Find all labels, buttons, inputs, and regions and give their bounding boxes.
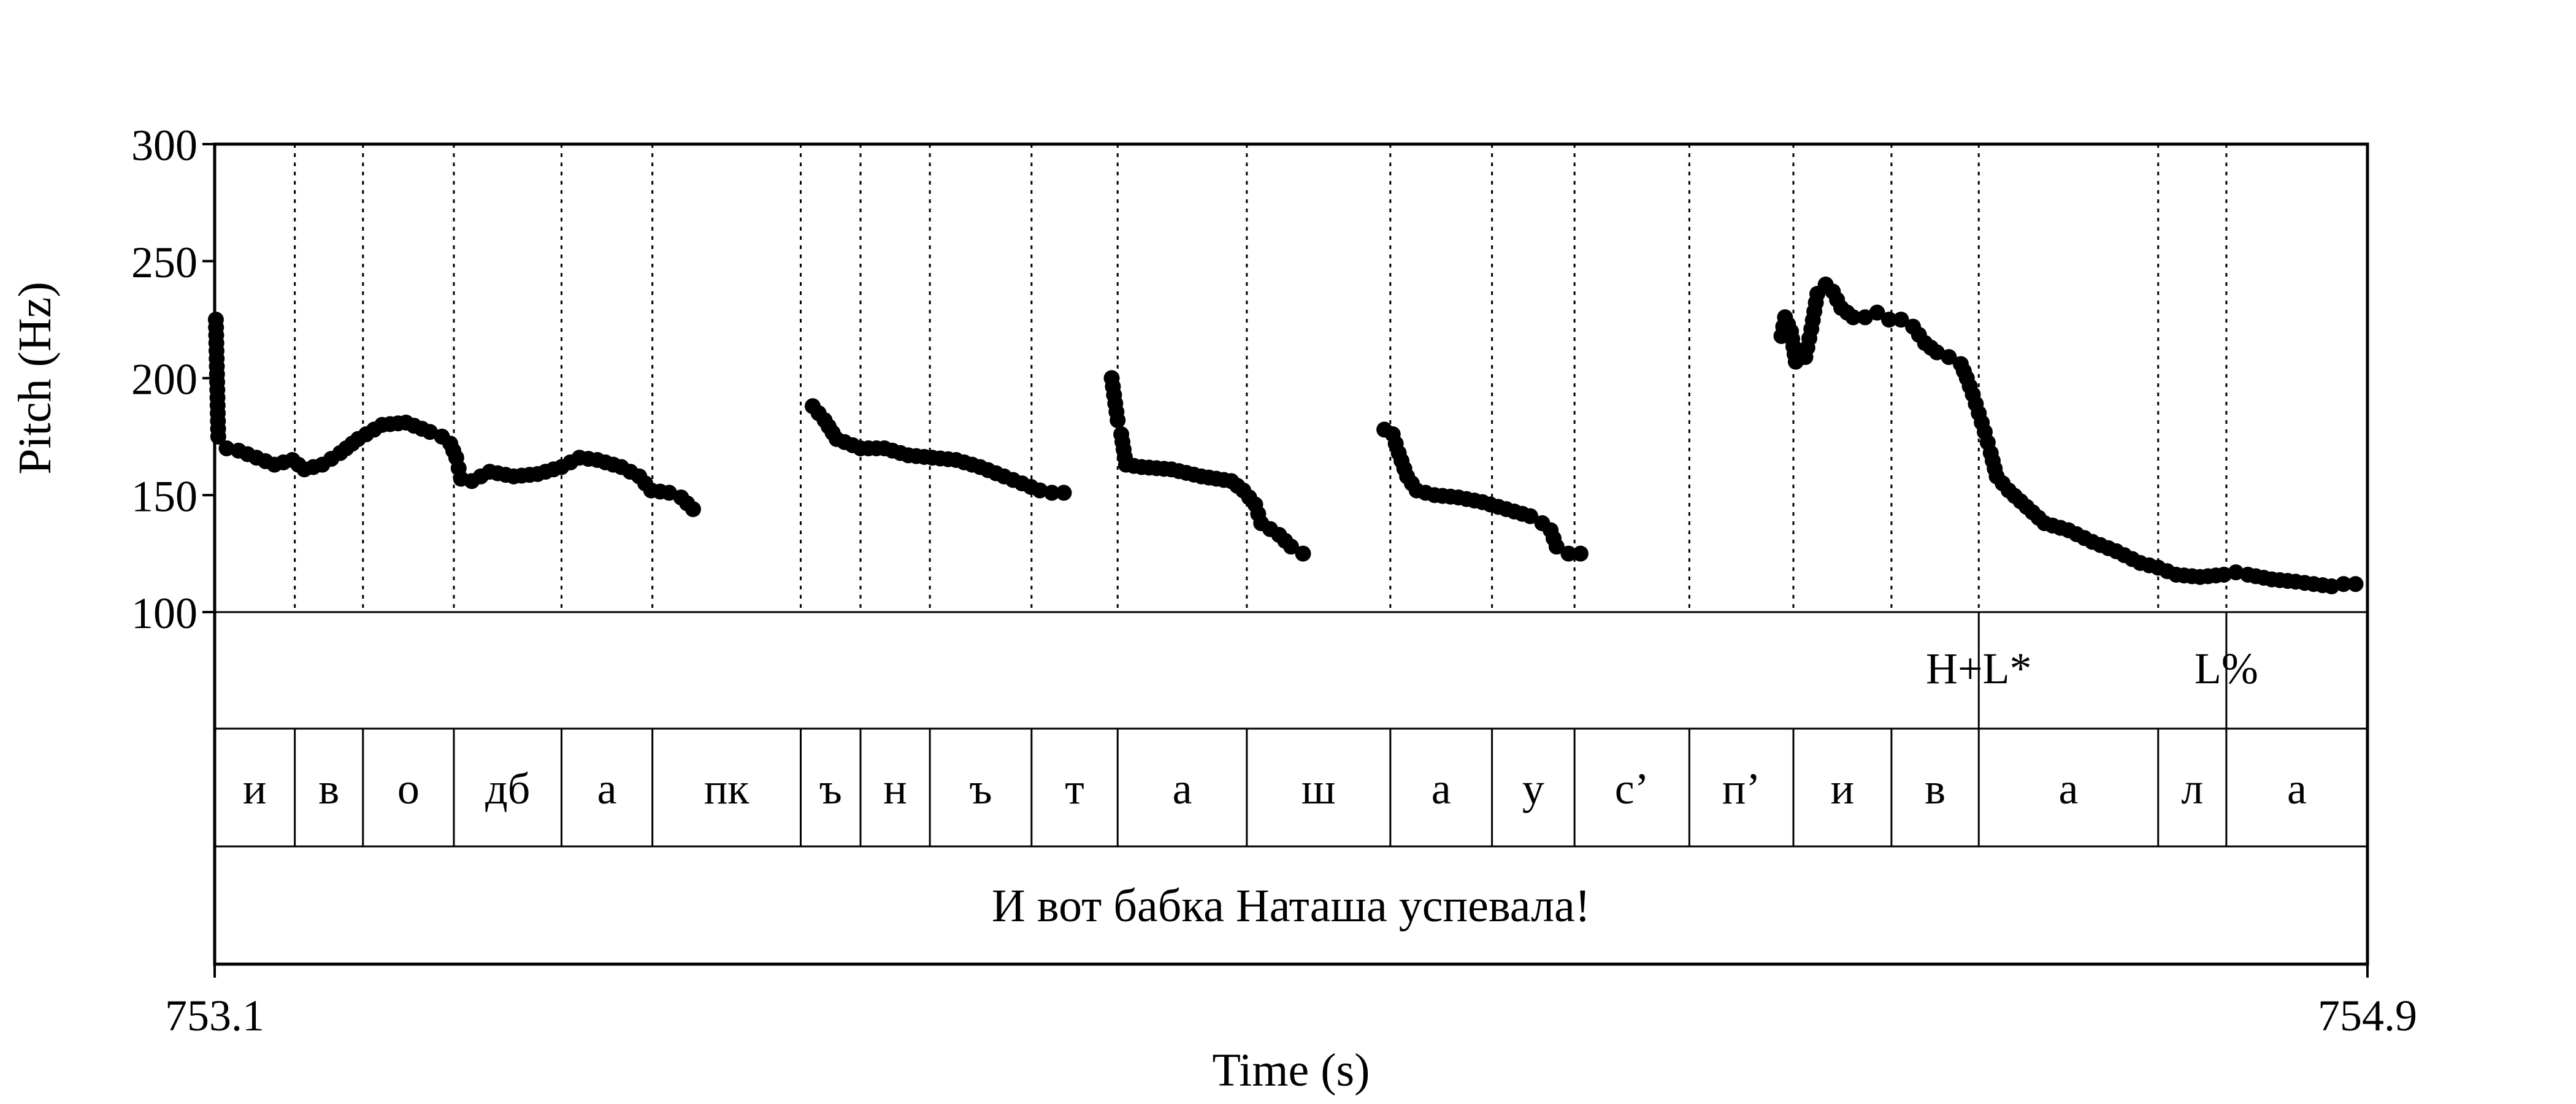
tone-tier: H+L* L% bbox=[1926, 612, 2258, 729]
pitch-point bbox=[2323, 578, 2340, 595]
x-axis-label: Time (s) bbox=[1213, 1045, 1370, 1096]
segment-label: а bbox=[2059, 764, 2079, 813]
pitch-point bbox=[685, 501, 701, 518]
segment-label: а bbox=[1173, 764, 1192, 813]
pitch-point bbox=[1845, 309, 1861, 326]
pitch-point bbox=[1572, 545, 1589, 562]
pitch-point bbox=[2216, 566, 2232, 583]
pitch-point bbox=[1560, 545, 1577, 562]
pitch-point bbox=[1548, 539, 1565, 555]
tone-label: H+L* bbox=[1926, 644, 2032, 693]
pitch-point bbox=[1032, 482, 1048, 499]
pitch-point bbox=[2347, 576, 2364, 592]
pitch-point bbox=[1857, 309, 1873, 326]
segment-boundary-grid bbox=[294, 144, 2228, 846]
x-tick-label: 754.9 bbox=[2318, 991, 2417, 1040]
pitch-point bbox=[1110, 412, 1126, 429]
pitch-point bbox=[1522, 508, 1538, 524]
segment-label: у bbox=[1522, 764, 1544, 813]
segment-label: и bbox=[243, 764, 267, 813]
segment-label: и bbox=[1831, 764, 1855, 813]
tone-label: L% bbox=[2195, 644, 2258, 693]
segment-label: а bbox=[1432, 764, 1451, 813]
segment-label: о bbox=[397, 764, 420, 813]
segment-label: в bbox=[318, 764, 339, 813]
pitch-point bbox=[1893, 312, 1909, 328]
pitch-point bbox=[1869, 304, 1885, 321]
pitch-point bbox=[1044, 485, 1060, 501]
pitch-point bbox=[1941, 349, 1957, 366]
pitch-point bbox=[2336, 576, 2352, 592]
segment-label: ъ bbox=[819, 764, 842, 813]
segment-label: дб bbox=[485, 764, 530, 813]
y-axis-label: Pitch (Hz) bbox=[9, 282, 61, 474]
pitch-point bbox=[1881, 312, 1897, 328]
pitch-point bbox=[218, 440, 235, 456]
segment-label: а bbox=[597, 764, 617, 813]
segment-label: пк bbox=[704, 764, 750, 813]
y-tick-label: 200 bbox=[131, 355, 197, 404]
plot-frame bbox=[213, 142, 2369, 966]
tier-dividers bbox=[215, 611, 2367, 848]
y-tick-label: 250 bbox=[131, 238, 197, 287]
segment-label: в bbox=[1925, 764, 1945, 813]
segment-label: с’ bbox=[1615, 764, 1649, 813]
segment-label: н bbox=[883, 764, 907, 813]
pitch-point bbox=[2228, 564, 2244, 581]
segment-label: т bbox=[1065, 764, 1084, 813]
segment-label: ъ bbox=[969, 764, 992, 813]
sentence-text: И вот бабка Наташа успевала! bbox=[992, 880, 1590, 932]
pitch-point bbox=[1295, 545, 1311, 562]
segment-label: п’ bbox=[1722, 764, 1761, 813]
pitch-point bbox=[1283, 539, 1299, 555]
pitch-point bbox=[1929, 344, 1945, 361]
segment-label: ш bbox=[1301, 764, 1335, 813]
x-tick-label: 753.1 bbox=[165, 991, 264, 1040]
pitch-point bbox=[661, 485, 677, 501]
pitch-point bbox=[422, 424, 438, 440]
y-tick-label: 100 bbox=[131, 589, 197, 638]
y-axis: 100 150 200 250 300 bbox=[131, 121, 215, 638]
segment-tier: и в о дб а пк ъ н ъ т а ш а у с’ п’ и в а л а bbox=[243, 764, 2307, 813]
y-tick-label: 300 bbox=[131, 121, 197, 170]
pitch-contour bbox=[207, 276, 2364, 595]
y-tick-label: 150 bbox=[131, 472, 197, 521]
pitch-point bbox=[1056, 485, 1072, 501]
segment-label: а bbox=[2287, 764, 2307, 813]
segment-label: л bbox=[2181, 764, 2203, 813]
x-axis: 753.1 754.9 bbox=[165, 964, 2417, 1040]
